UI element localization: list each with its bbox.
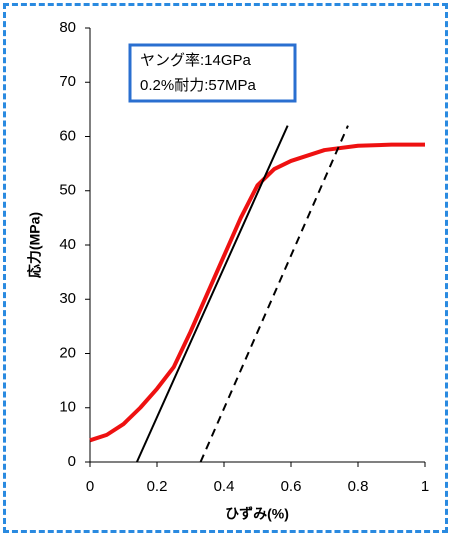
x-tick-label: 0.6	[281, 478, 302, 495]
annotation: 0.2%耐力:57MPa	[140, 77, 257, 94]
y-tick-label: 30	[59, 290, 76, 307]
y-tick-label: 70	[59, 73, 76, 90]
x-tick-label: 0.2	[147, 478, 168, 495]
series-line	[199, 125, 349, 463]
y-tick-label: 50	[59, 182, 76, 199]
y-tick-label: 40	[59, 236, 76, 253]
x-tick-label: 0	[86, 478, 94, 495]
x-tick-label: 0.8	[348, 478, 369, 495]
y-tick-label: 10	[59, 399, 76, 416]
x-tick-label: 0.4	[214, 478, 235, 495]
annotation: ヤング率:14GPa	[140, 52, 252, 69]
x-axis-label: ひずみ(%)	[225, 506, 289, 522]
y-tick-label: 20	[59, 344, 76, 361]
frame	[3, 3, 448, 533]
annotation-box	[128, 43, 297, 103]
y-tick-label: 80	[59, 19, 76, 36]
y-axis-label: 応力(MPa)	[27, 212, 43, 278]
y-tick-label: 0	[68, 453, 76, 470]
series-line	[135, 125, 289, 463]
x-tick-label: 1	[421, 478, 429, 495]
y-tick-label: 60	[59, 127, 76, 144]
series-line	[89, 142, 425, 443]
